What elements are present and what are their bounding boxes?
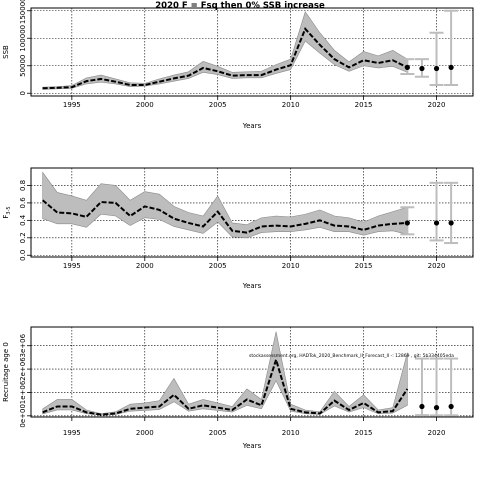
projection-point (404, 220, 410, 226)
y-tick-label: 1e+06 (19, 380, 27, 404)
y-tick-label: 3e+06 (19, 333, 27, 357)
ssb-panel: 1995 2000 2005 2010 2015 2020 0 50000 1000001500… (2, 0, 474, 130)
projection-point (433, 405, 440, 411)
y-tick-label: 0e+00 (19, 404, 27, 428)
x-tick-label: 1995 (63, 429, 81, 437)
y-tick-label: 0 (19, 91, 27, 95)
plot-frame (30, 326, 474, 418)
confidence-band (42, 331, 408, 416)
x-tick-label: 2010 (282, 429, 300, 437)
projection-point (419, 403, 425, 410)
plot-frame (30, 7, 474, 97)
median-line (42, 27, 408, 90)
y-tick-label: 0.2 (19, 232, 27, 243)
x-tick-label: 2005 (209, 262, 227, 270)
projection-point (448, 220, 454, 226)
y-tick-label: 0.8 (19, 180, 27, 191)
x-tick-label: 2010 (282, 101, 300, 109)
y-tick-label: 2e+06 (19, 357, 27, 381)
y-tick-label: 0.6 (19, 197, 27, 209)
y-axis-label: Recruitage age 0 (2, 342, 10, 402)
projection-point (404, 64, 410, 70)
x-tick-label: 2000 (136, 262, 154, 270)
x-tick-label: 2010 (282, 262, 300, 270)
x-tick-label: 1995 (63, 262, 81, 270)
y-axis-label: F3-5 (2, 206, 12, 218)
watermark-annotation: stockassessment.org, HADTok_2020_Benchma… (249, 353, 454, 359)
recruitment-panel: 1995 2000 2005 2010 2015 2020 0e+001e+062e+063… (2, 326, 474, 450)
confidence-band (42, 11, 408, 90)
x-tick-label: 2005 (209, 101, 227, 109)
median-line (42, 356, 409, 416)
x-tick-label: 2015 (355, 262, 373, 270)
y-tick-label: 150000 (19, 0, 27, 24)
projection-point (448, 403, 454, 410)
projection-point (433, 220, 440, 226)
x-tick-label: 2020 (428, 429, 446, 437)
median-line (42, 199, 408, 234)
x-tick-label: 2000 (136, 101, 154, 109)
x-axis-label: Years (242, 282, 262, 290)
x-axis-label: Years (242, 442, 262, 450)
y-tick-label: 100000 (19, 25, 27, 52)
y-tick-label: 0.4 (19, 214, 27, 226)
y-tick-label: 50000 (19, 55, 27, 77)
x-tick-label: 2005 (209, 429, 227, 437)
x-tick-label: 2000 (136, 429, 154, 437)
y-tick-label: 0.0 (19, 250, 27, 261)
projection-point (419, 65, 425, 72)
projection-point (433, 65, 440, 72)
projection-point (448, 64, 454, 70)
figure-title: 2020 F = Fsq then 0% SSB increase (155, 1, 325, 11)
x-axis-label: Years (242, 122, 262, 130)
x-tick-label: 2020 (428, 262, 446, 270)
x-tick-label: 1995 (63, 101, 81, 109)
plot-frame (30, 167, 474, 258)
fbar-panel: 1995 2000 2005 2010 2015 2020 0.0 0.2 0.4 0.6 0.8 Y… (2, 167, 474, 290)
x-tick-label: 2015 (355, 101, 373, 109)
y-axis-label: SSB (2, 45, 10, 59)
x-tick-label: 2015 (355, 429, 373, 437)
x-tick-label: 2020 (428, 101, 446, 109)
